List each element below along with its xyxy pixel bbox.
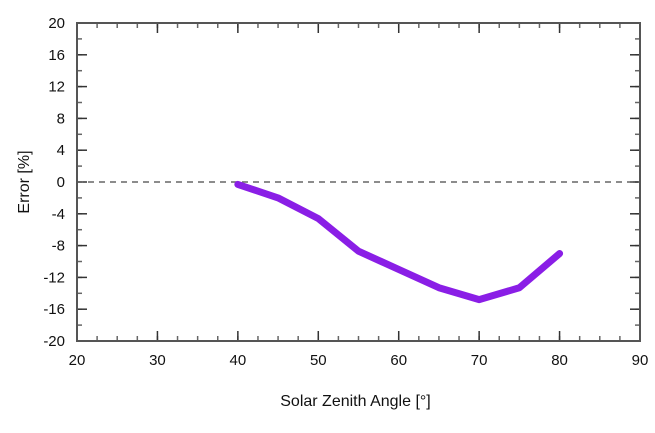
y-tick-label: -4: [52, 206, 65, 223]
x-tick-label: 20: [69, 352, 86, 369]
y-axis-tick-labels: 20 16 12 8 4 0 -4 -8 -12 -16 -20: [43, 15, 65, 350]
y-tick-label: 0: [57, 174, 65, 191]
y-tick-label: 4: [57, 142, 65, 159]
y-tick-label: -12: [43, 269, 65, 286]
y-axis-title: Error [%]: [16, 150, 33, 213]
plot-frame: [76, 22, 641, 342]
y-tick-label: 8: [57, 110, 65, 127]
x-tick-label: 90: [632, 352, 649, 369]
y-tick-label: -20: [43, 333, 65, 350]
y-tick-label: -8: [52, 238, 65, 255]
x-tick-label: 60: [390, 352, 407, 369]
y-tick-label: -16: [43, 301, 65, 318]
x-tick-label: 50: [310, 352, 327, 369]
x-tick-label: 40: [230, 352, 247, 369]
x-tick-label: 70: [471, 352, 488, 369]
x-tick-label: 80: [551, 352, 568, 369]
y-tick-label: 12: [48, 79, 65, 96]
y-tick-label: 20: [48, 15, 65, 32]
x-axis-title: Solar Zenith Angle [°]: [280, 393, 430, 410]
y-tick-label: 16: [48, 47, 65, 64]
x-axis-tick-labels: 20 30 40 50 60 70 80 90: [69, 352, 649, 369]
error-series-line: [234, 180, 564, 304]
x-tick-label: 30: [149, 352, 166, 369]
